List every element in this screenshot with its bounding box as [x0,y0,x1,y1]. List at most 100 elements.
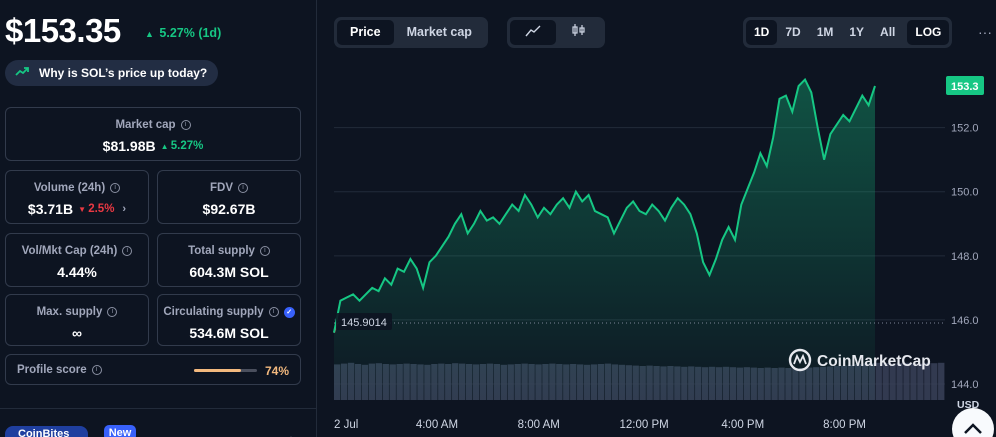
info-icon[interactable]: i [180,120,191,130]
profile-score-bar [194,369,257,372]
coinbites-banner[interactable]: CoinBites [5,426,88,437]
chevron-right-icon[interactable]: › [122,203,127,215]
time-range-tabs: 1D 7D 1M 1Y All LOG [743,17,953,48]
verified-icon: ✓ [283,306,295,318]
range-all[interactable]: All [880,25,896,39]
vol-mkt-cap-value: 4.44% [57,264,97,280]
last-price-label: 153.3 [951,81,979,93]
volume-label-row: Volume (24h) i [6,182,148,194]
coinmarketcap-logo-icon [788,348,812,372]
volume-bar [882,363,889,400]
market-cap-value: $81.98B [102,138,156,154]
profile-score-value: 74% [264,364,289,378]
candlestick-icon[interactable] [556,20,602,45]
open-price-label: 145.9014 [341,317,387,329]
chart-style-tabs [507,17,605,48]
volume-bar [910,363,917,400]
log-toggle[interactable]: LOG [907,20,950,45]
info-icon[interactable]: i [122,246,133,256]
y-tick-label: 146.0 [951,315,979,327]
line-chart-icon[interactable] [510,20,556,45]
total-supply-label: Total supply [188,245,255,257]
total-supply-card[interactable]: Total supply i 604.3M SOL [157,233,301,287]
volume-bar [903,362,910,400]
profile-score-label: Profile score [17,363,87,376]
max-supply-card[interactable]: Max. supply i ∞ [5,294,149,346]
info-icon[interactable]: i [91,364,102,375]
chart-panel: Price Market cap 1D 7D 1M 1Y All LOG ···… [318,0,996,437]
tab-market-cap[interactable]: Market cap [406,25,472,39]
price-change-value: 5.27% (1d) [159,26,222,40]
market-cap-change-value: 5.27% [170,140,204,152]
down-arrow-icon: ▼ [78,205,89,214]
volume-bar [917,363,924,400]
price-change: ▲ 5.27% (1d) [145,26,221,40]
x-tick-label: 8:00 AM [518,419,560,431]
volume-bar [896,363,903,400]
scroll-top-button [952,408,994,437]
vol-mkt-cap-label: Vol/Mkt Cap (24h) [21,245,118,257]
stats-panel: $153.35 ▲ 5.27% (1d) Why is SOL’s price … [0,0,317,437]
info-icon[interactable]: i [238,183,248,193]
section-divider [0,408,317,409]
volume-bar [889,363,896,400]
range-1d[interactable]: 1D [746,20,778,45]
range-1y[interactable]: 1Y [849,25,865,39]
range-7d[interactable]: 7D [785,25,801,39]
range-1m[interactable]: 1M [816,25,834,39]
info-icon[interactable]: i [268,307,279,317]
volume-value: $3.71B [27,201,74,217]
coinmarketcap-logo-mark [793,353,807,365]
y-axis-unit: USD [957,399,980,411]
more-options-icon[interactable]: ··· [978,24,992,40]
volume-change-value: 2.5% [88,203,115,215]
info-icon[interactable]: i [259,246,270,256]
up-arrow-icon: ▲ [160,142,171,151]
volume-bar [875,362,882,400]
volume-value-row: $3.71B ▼ 2.5% › [6,201,148,217]
chevron-up-icon[interactable]: ︿ [285,429,298,437]
fdv-label: FDV [210,182,233,194]
volume-change: ▼ 2.5% [78,203,114,215]
circulating-supply-label: Circulating supply [163,306,264,318]
market-cap-change: ▲ 5.27% [161,140,204,152]
y-tick-label: 144.0 [951,379,979,391]
price-area [334,79,875,400]
y-tick-label: 148.0 [951,251,979,263]
open-price-label-bg [336,313,392,331]
x-tick-label: 2 Jul [334,419,358,431]
fdv-label-row: FDV i [158,182,300,194]
total-supply-value: 604.3M SOL [189,264,269,280]
tab-price[interactable]: Price [337,20,394,45]
current-price: $153.35 [5,12,121,49]
last-price-tag [946,76,984,96]
info-icon[interactable]: i [107,307,118,317]
total-supply-label-row: Total supply i [158,245,300,257]
circulating-supply-label-row: Circulating supply i ✓ [158,306,300,318]
volume-bar [924,362,931,400]
volume-card[interactable]: Volume (24h) i $3.71B ▼ 2.5% › [5,170,149,224]
why-price-up-button[interactable]: Why is SOL’s price up today? [5,60,218,86]
profile-score-fill [194,369,241,372]
x-tick-label: 4:00 PM [721,419,764,431]
chart-mode-tabs: Price Market cap [334,17,488,48]
market-cap-value-row: $81.98B ▲ 5.27% [6,138,300,154]
vol-mkt-cap-card[interactable]: Vol/Mkt Cap (24h) i 4.44% [5,233,149,287]
fdv-card[interactable]: FDV i $92.67B [157,170,301,224]
circulating-supply-value: 534.6M SOL [189,325,269,341]
chevron-up-icon [964,423,982,434]
price-line [333,77,876,333]
max-supply-value: ∞ [72,325,82,341]
vol-mkt-cap-label-row: Vol/Mkt Cap (24h) i [6,245,148,257]
fdv-value: $92.67B [202,201,256,217]
market-cap-label-row: Market cap i [6,119,300,131]
profile-score-card[interactable]: Profile score i 74% [5,354,301,385]
price-chart[interactable]: 152.0 150.0 148.0 146.0 144.0 145.9014 153.3 Co… [318,62,996,437]
market-cap-card[interactable]: Market cap i $81.98B ▲ 5.27% [5,107,301,161]
circulating-supply-card[interactable]: Circulating supply i ✓ 534.6M SOL [157,294,301,346]
x-tick-label: 12:00 PM [620,419,669,431]
y-tick-label: 150.0 [951,187,979,199]
x-tick-label: 4:00 AM [416,419,458,431]
new-badge: New [104,425,136,437]
info-icon[interactable]: i [110,183,121,193]
